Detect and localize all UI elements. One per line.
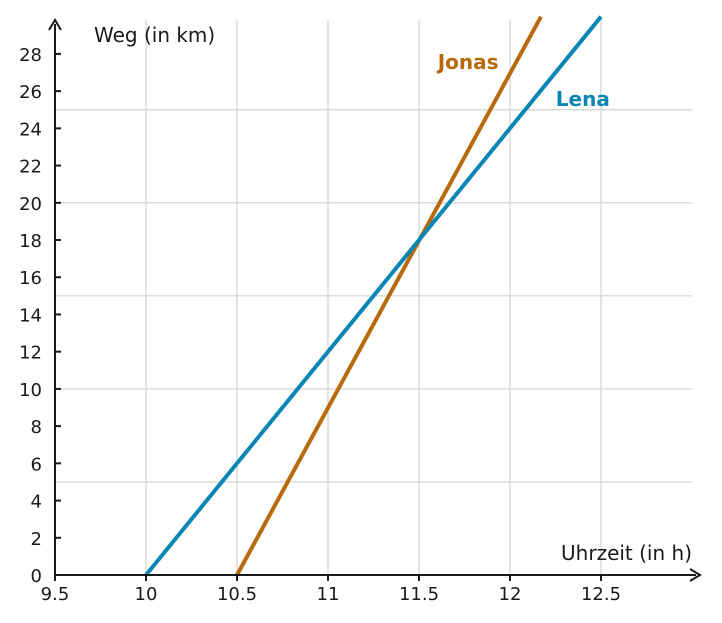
y-tick-label: 18 — [19, 231, 42, 252]
x-tick-label: 9.5 — [41, 584, 70, 605]
ticks: 9.5 10 10.5 11 11.5 12 12.50246810121416182022… — [19, 45, 621, 605]
y-axis-title: Weg (in km) — [94, 23, 215, 47]
x-tick-label: 12 — [499, 584, 522, 605]
x-axis-title: Uhrzeit (in h) — [561, 541, 692, 565]
y-tick-label: 0 — [31, 566, 42, 587]
axes — [48, 18, 702, 582]
y-axis-arrow — [48, 18, 62, 31]
x-tick-label: 11.5 — [399, 584, 439, 605]
y-tick-label: 26 — [19, 82, 42, 103]
y-tick-label: 20 — [19, 194, 42, 215]
y-tick-label: 4 — [31, 492, 42, 513]
x-tick-label: 11 — [317, 584, 340, 605]
y-tick-label: 10 — [19, 380, 42, 401]
x-tick-label: 10 — [135, 584, 158, 605]
series-line-jonas — [235, 15, 543, 576]
x-tick-label: 10.5 — [217, 584, 257, 605]
series-line-lena — [144, 15, 603, 577]
labels: Weg (in km) Uhrzeit (in h) — [94, 23, 692, 565]
y-tick-label: 28 — [19, 45, 42, 66]
x-tick-label: 12.5 — [581, 584, 621, 605]
y-tick-label: 14 — [19, 305, 42, 326]
y-tick-label: 24 — [19, 119, 42, 140]
y-tick-label: 16 — [19, 268, 42, 289]
y-tick-label: 12 — [19, 343, 42, 364]
y-tick-label: 8 — [31, 417, 42, 438]
series-label-jonas: Jonas — [436, 50, 499, 74]
y-tick-label: 22 — [19, 157, 42, 178]
y-tick-label: 6 — [31, 454, 42, 475]
x-axis-arrow — [689, 568, 702, 582]
y-tick-label: 2 — [31, 529, 42, 550]
series-label-lena: Lena — [556, 87, 610, 111]
series-lines: Jonas Lena — [144, 15, 610, 577]
